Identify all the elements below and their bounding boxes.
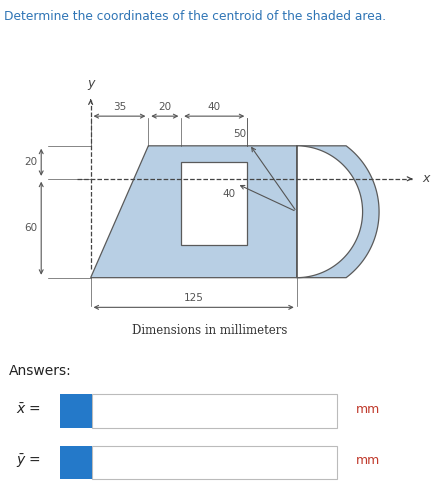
Polygon shape <box>181 162 247 244</box>
Text: 35: 35 <box>113 102 126 112</box>
Text: i: i <box>74 404 78 418</box>
Text: 125: 125 <box>184 293 204 303</box>
Text: mm: mm <box>356 454 380 467</box>
Text: Determine the coordinates of the centroid of the shaded area.: Determine the coordinates of the centroi… <box>4 10 387 23</box>
Text: 20: 20 <box>158 102 171 112</box>
Text: Dimensions in millimeters: Dimensions in millimeters <box>133 324 288 337</box>
Text: 60: 60 <box>24 223 37 233</box>
Text: 40: 40 <box>208 102 221 112</box>
Text: $\bar{x}$ =: $\bar{x}$ = <box>16 402 40 417</box>
Text: $\bar{y}$ =: $\bar{y}$ = <box>16 452 40 470</box>
Text: y: y <box>87 77 94 90</box>
FancyBboxPatch shape <box>92 394 337 428</box>
FancyBboxPatch shape <box>60 446 92 479</box>
Text: mm: mm <box>356 403 380 416</box>
Text: i: i <box>74 455 78 469</box>
Text: 20: 20 <box>24 157 37 167</box>
Polygon shape <box>91 146 379 278</box>
Text: x: x <box>422 173 429 185</box>
FancyBboxPatch shape <box>92 446 337 479</box>
Text: 50: 50 <box>233 129 246 139</box>
Text: 40: 40 <box>222 189 235 199</box>
Text: Answers:: Answers: <box>9 364 72 378</box>
FancyBboxPatch shape <box>60 394 92 428</box>
Polygon shape <box>297 146 363 278</box>
